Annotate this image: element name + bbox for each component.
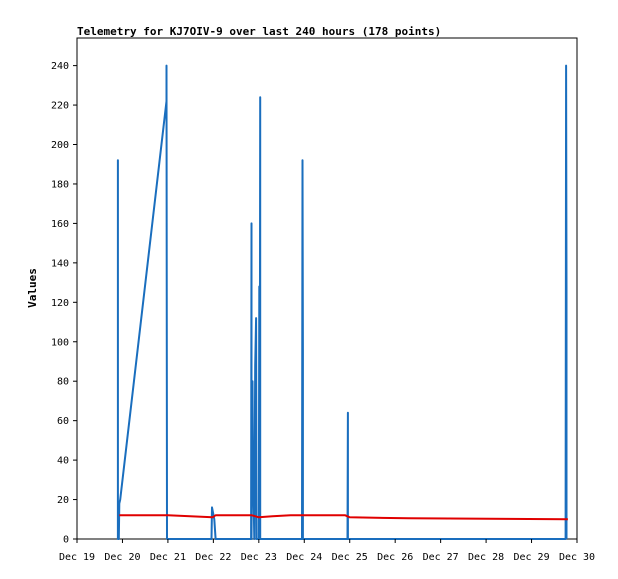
x-tick-label: Dec 24 <box>286 552 322 563</box>
series-layer <box>116 64 568 540</box>
y-tick-label: 220 <box>51 101 69 112</box>
y-axis-title: Values <box>26 268 39 308</box>
y-tick-label: 0 <box>63 535 69 546</box>
y-tick-label: 60 <box>57 416 69 427</box>
x-tick-label: Dec 21 <box>150 552 186 563</box>
y-tick-label: 160 <box>51 219 69 230</box>
y-tick-label: 180 <box>51 179 69 190</box>
x-tick-label: Dec 19 <box>59 552 95 563</box>
x-tick-label: Dec 23 <box>241 552 277 563</box>
chart-title: Telemetry for KJ7OIV-9 over last 240 hou… <box>77 25 441 38</box>
x-tick-label: Dec 27 <box>423 552 459 563</box>
y-tick-label: 40 <box>57 456 69 467</box>
y-tick-label: 100 <box>51 337 69 348</box>
x-tick-label: Dec 30 <box>559 552 595 563</box>
series-line-1 <box>116 64 568 540</box>
x-tick-label: Dec 25 <box>332 552 368 563</box>
series-line-2 <box>119 514 568 521</box>
y-tick-label: 120 <box>51 298 69 309</box>
y-tick-label: 20 <box>57 495 69 506</box>
x-axis: Dec 19 Dec 20 Dec 21 Dec 22 Dec 23 Dec 24 Dec … <box>59 539 595 563</box>
y-tick-label: 80 <box>57 377 69 388</box>
x-tick-label: Dec 28 <box>468 552 504 563</box>
y-tick-label: 240 <box>51 61 69 72</box>
x-tick-label: Dec 20 <box>104 552 140 563</box>
x-tick-label: Dec 26 <box>377 552 413 563</box>
x-tick-label: Dec 22 <box>195 552 231 563</box>
x-tick-label: Dec 29 <box>513 552 549 563</box>
y-axis: 0 20 40 60 80 100 120 140 160 180 200 220 240 <box>51 61 77 546</box>
y-tick-label: 140 <box>51 258 69 269</box>
y-tick-label: 200 <box>51 140 69 151</box>
